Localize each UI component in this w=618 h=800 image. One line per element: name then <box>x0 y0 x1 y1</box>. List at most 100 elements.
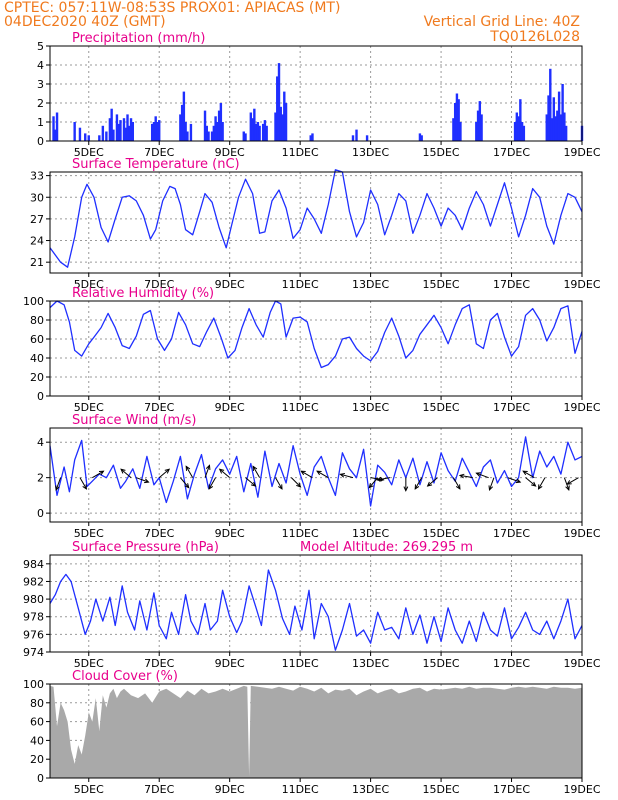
cloud-xtick-label-0: 5DEC <box>74 783 104 796</box>
temperature-xtick-label-5: 15DEC <box>423 278 460 291</box>
wind-arrow-15 <box>300 470 313 479</box>
wind-arrow-shaft <box>525 477 536 487</box>
wind-panel: 0 2 4 5DEC 7DEC 9DEC 11DEC 13DEC 15DEC 17DEC 19DEC… <box>37 413 601 540</box>
pressure-ytick-label-4: 982 <box>23 575 44 588</box>
precipitation-bar-31 <box>186 131 189 141</box>
temperature-title: Surface Temperature (nC) <box>72 157 240 172</box>
wind-arrow-shaft <box>316 470 329 479</box>
humidity-ytick-label-0: 0 <box>37 390 44 403</box>
wind-ytick-label-1: 2 <box>37 472 44 485</box>
temperature-ytick-label-0: 21 <box>30 256 44 269</box>
wind-arrow-head <box>164 468 171 474</box>
wind-arrow-head <box>208 484 214 490</box>
temperature-xtick-label-0: 5DEC <box>74 278 104 291</box>
wind-arrow-11 <box>245 477 257 487</box>
cloud-xtick-label-3: 11DEC <box>282 783 319 796</box>
humidity-title: Relative Humidity (%) <box>72 286 214 301</box>
wind-arrow-2 <box>92 470 105 479</box>
cloud-ytick-label-3: 60 <box>30 716 44 729</box>
temperature-ytick-label-3: 30 <box>30 191 44 204</box>
precipitation-bar-70 <box>455 93 459 141</box>
humidity-xtick-label-2: 9DEC <box>215 401 245 414</box>
precipitation-bar-92 <box>561 84 564 141</box>
cloud-xtick-label-6: 17DEC <box>493 783 530 796</box>
precipitation-xtick-label-1: 7DEC <box>144 146 174 159</box>
wind-arrow-shaft <box>136 477 149 483</box>
precipitation-ytick-label-0: 0 <box>37 135 44 148</box>
wind-arrow-7 <box>185 465 194 478</box>
precipitation-bar-57 <box>279 106 282 141</box>
pressure-ytick-label-1: 976 <box>23 628 44 641</box>
precipitation-bar-38 <box>214 116 217 141</box>
precipitation-bar-43 <box>242 131 245 141</box>
wind-arrow-head <box>522 470 528 476</box>
wind-arrow-shaft <box>459 474 473 479</box>
pressure-xtick-label-0: 5DEC <box>74 657 104 670</box>
wind-arrow-shaft <box>563 477 570 491</box>
humidity-frame <box>49 300 583 397</box>
cloud-xtick-label-2: 9DEC <box>215 783 245 796</box>
cloud-xtick-label-1: 7DEC <box>144 783 174 796</box>
precipitation-bar-51 <box>261 123 265 141</box>
wind-arrow-shaft <box>158 468 170 479</box>
wind-arrow-head <box>458 473 465 479</box>
wind-xtick-label-4: 13DEC <box>352 527 389 540</box>
precipitation-bar-15 <box>119 120 122 141</box>
temperature-xtick-label-6: 17DEC <box>493 278 530 291</box>
precipitation-xtick-label-2: 9DEC <box>215 146 245 159</box>
cloud-ytick-label-0: 0 <box>37 772 44 785</box>
wind-arrow-0 <box>55 477 62 492</box>
wind-arrow-head <box>250 481 257 487</box>
wind-arrow-27 <box>488 477 495 491</box>
precipitation-bar-72 <box>459 122 462 141</box>
humidity-panel: 0 20 40 60 80 100 5DEC 7DEC 9DEC 11DEC 13DEC 15DEC 1… <box>23 286 601 414</box>
pressure-xtick-label-2: 9DEC <box>215 657 245 670</box>
pressure-xtick-label-4: 13DEC <box>352 657 389 670</box>
wind-arrow-head <box>120 468 126 474</box>
cloud-ytick-label-4: 80 <box>30 697 44 710</box>
precipitation-bar-55 <box>276 76 279 141</box>
precipitation-bar-74 <box>476 110 480 141</box>
wind-arrow-31 <box>537 477 546 490</box>
wind-arrow-shaft <box>566 477 579 485</box>
temperature-xtick-label-7: 19DEC <box>563 278 600 291</box>
wind-title: Surface Wind (m/s) <box>72 413 196 428</box>
precipitation-bar-41 <box>219 103 223 141</box>
precipitation-bar-17 <box>124 127 127 141</box>
humidity-xtick-label-7: 19DEC <box>563 401 600 414</box>
precipitation-bar-16 <box>122 118 126 141</box>
precipitation-bar-26 <box>158 120 161 141</box>
wind-arrow-shaft <box>185 466 194 478</box>
precipitation-xtick-label-3: 11DEC <box>282 146 319 159</box>
wind-arrow-head <box>426 481 433 487</box>
precipitation-bar-5 <box>84 133 87 141</box>
wind-arrow-head <box>300 470 306 476</box>
precipitation-xtick-label-6: 17DEC <box>493 146 530 159</box>
wind-arrow-head <box>531 481 537 487</box>
precipitation-bar-10 <box>108 118 112 141</box>
temperature-ytick-label-1: 24 <box>30 235 44 248</box>
header-date: 04DEC2020 40Z (GMT) <box>4 14 166 30</box>
wind-arrow-16 <box>316 470 329 479</box>
precipitation-bar-25 <box>156 122 159 141</box>
wind-arrow-shaft <box>204 465 210 478</box>
precipitation-bar-76 <box>480 114 483 141</box>
precipitation-bar-20 <box>129 118 133 141</box>
precipitation-bar-42 <box>221 122 224 141</box>
pressure-ytick-label-0: 974 <box>23 646 44 659</box>
precipitation-bar-84 <box>547 95 550 141</box>
precipitation-bar-69 <box>453 103 457 141</box>
precipitation-bar-19 <box>128 125 131 141</box>
wind-arrow-head <box>316 470 322 476</box>
precipitation-bar-62 <box>311 133 314 141</box>
wind-arrow-head <box>455 484 461 490</box>
wind-arrow-head <box>296 482 302 488</box>
precipitation-bar-30 <box>184 122 187 141</box>
precipitation-bar-28 <box>180 104 184 141</box>
precipitation-bar-82 <box>522 125 526 141</box>
wind-arrow-14 <box>290 477 302 488</box>
wind-arrow-head <box>414 484 420 490</box>
pressure-ytick-label-3: 980 <box>23 593 44 606</box>
precipitation-bar-49 <box>256 122 260 141</box>
precipitation-ytick-label-2: 2 <box>37 97 44 110</box>
